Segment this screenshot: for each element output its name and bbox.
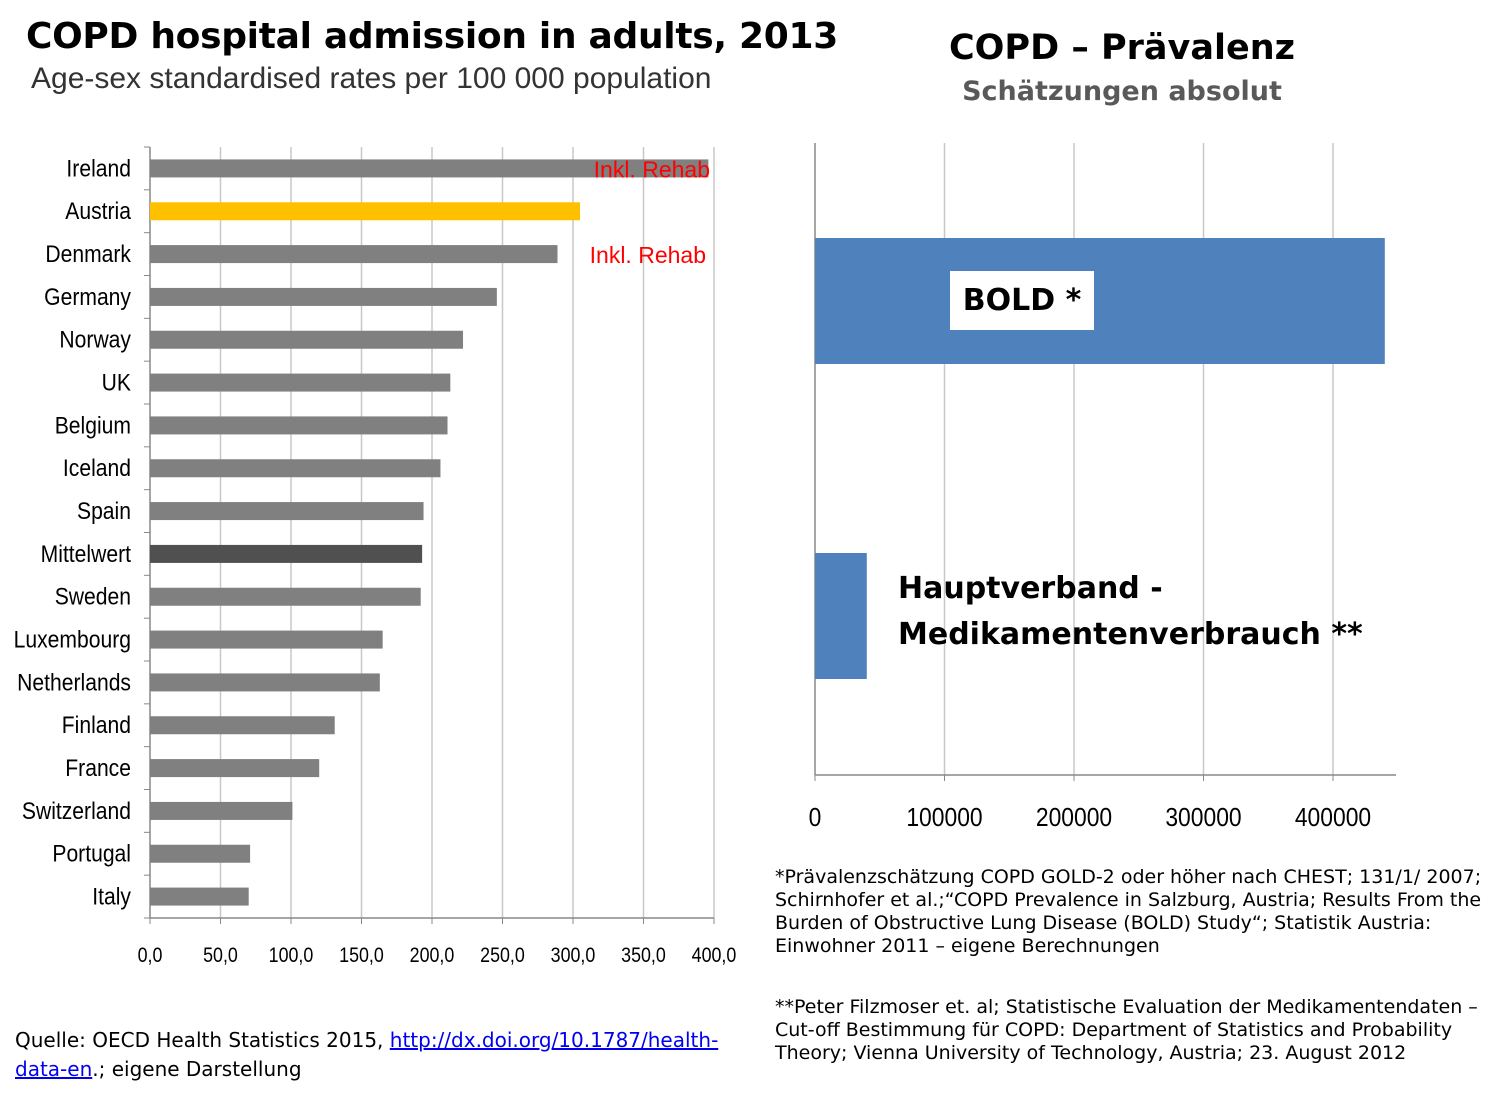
x-tick-label: 400,0 xyxy=(692,944,737,968)
right-chart-subtitle: Schätzungen absolut xyxy=(962,76,1282,107)
x-tick-label: 0,0 xyxy=(138,944,163,968)
bar-belgium xyxy=(150,416,448,435)
category-label: Ireland xyxy=(66,155,131,182)
bar-finland xyxy=(150,716,335,735)
bar-germany xyxy=(150,287,497,306)
bar-italy xyxy=(150,887,249,906)
footnote-hauptverband: **Peter Filzmoser et. al; Statistische E… xyxy=(775,996,1478,1064)
hauptverband-bar-label-line1: Hauptverband - xyxy=(898,571,1163,606)
source-suffix: .; eigene Darstellung xyxy=(92,1057,302,1081)
source-citation: Quelle: OECD Health Statistics 2015, htt… xyxy=(15,1026,755,1084)
category-label: Italy xyxy=(92,883,131,910)
bar-denmark xyxy=(150,245,558,264)
x-tick-label: 150,0 xyxy=(339,944,384,968)
x-tick-label: 300000 xyxy=(1165,804,1241,833)
rehab-annotation: Inkl. Rehab xyxy=(590,242,706,268)
category-label: Belgium xyxy=(55,412,131,439)
x-tick-label: 50,0 xyxy=(203,944,238,968)
category-label: Norway xyxy=(59,327,131,354)
x-tick-label: 100,0 xyxy=(269,944,314,968)
bar-switzerland xyxy=(150,801,293,820)
hauptverband-bar-label-line2: Medikamentenverbrauch ** xyxy=(898,617,1363,652)
right-chart-title: COPD – Prävalenz xyxy=(948,28,1295,68)
bold-bar-label: BOLD * xyxy=(950,271,1094,330)
category-label: Iceland xyxy=(63,455,131,482)
category-label: Netherlands xyxy=(17,669,131,696)
category-label: Austria xyxy=(65,198,131,225)
bar-portugal xyxy=(150,844,251,863)
bar-uk xyxy=(150,373,451,392)
hauptverband-bar-label: Hauptverband - Medikamentenverbrauch ** xyxy=(898,566,1363,658)
category-label: Germany xyxy=(44,284,131,311)
x-tick-label: 0 xyxy=(809,804,822,833)
category-label: UK xyxy=(102,369,131,396)
bar-bold xyxy=(815,238,1385,364)
x-tick-label: 200,0 xyxy=(410,944,455,968)
x-tick-label: 250,0 xyxy=(480,944,525,968)
category-label: Luxembourg xyxy=(14,626,131,653)
x-tick-label: 300,0 xyxy=(551,944,596,968)
category-label: Denmark xyxy=(45,241,131,268)
footnote-bold: *Prävalenzschätzung COPD GOLD-2 oder höh… xyxy=(775,866,1482,957)
x-tick-label: 350,0 xyxy=(621,944,666,968)
rehab-annotation: Inkl. Rehab xyxy=(594,156,710,182)
bar-iceland xyxy=(150,459,441,478)
bar-austria xyxy=(150,202,581,221)
category-label: Portugal xyxy=(52,841,131,868)
bar-sweden xyxy=(150,587,421,606)
x-tick-label: 200000 xyxy=(1036,804,1112,833)
left-chart-title: COPD hospital admission in adults, 2013 xyxy=(26,16,838,57)
bar-netherlands xyxy=(150,673,380,692)
bar-norway xyxy=(150,330,464,349)
x-tick-label: 100000 xyxy=(906,804,982,833)
bar-france xyxy=(150,759,320,778)
bar-hauptverband xyxy=(815,553,867,679)
x-tick-label: 400000 xyxy=(1295,804,1371,833)
category-label: Finland xyxy=(62,712,131,739)
category-label: Mittelwert xyxy=(41,541,132,568)
category-label: Spain xyxy=(77,498,131,525)
bar-ireland xyxy=(150,159,709,178)
left-chart-subtitle: Age-sex standardised rates per 100 000 p… xyxy=(31,62,712,95)
source-prefix: Quelle: OECD Health Statistics 2015, xyxy=(15,1028,390,1052)
category-label: Sweden xyxy=(55,584,131,611)
source-link[interactable]: http://dx.doi.org/10.1787/health-data-en xyxy=(15,1028,719,1081)
bar-luxembourg xyxy=(150,630,383,649)
bar-mittelwert xyxy=(150,544,423,563)
category-label: Switzerland xyxy=(22,798,131,825)
category-label: France xyxy=(65,755,131,782)
bar-spain xyxy=(150,502,424,521)
